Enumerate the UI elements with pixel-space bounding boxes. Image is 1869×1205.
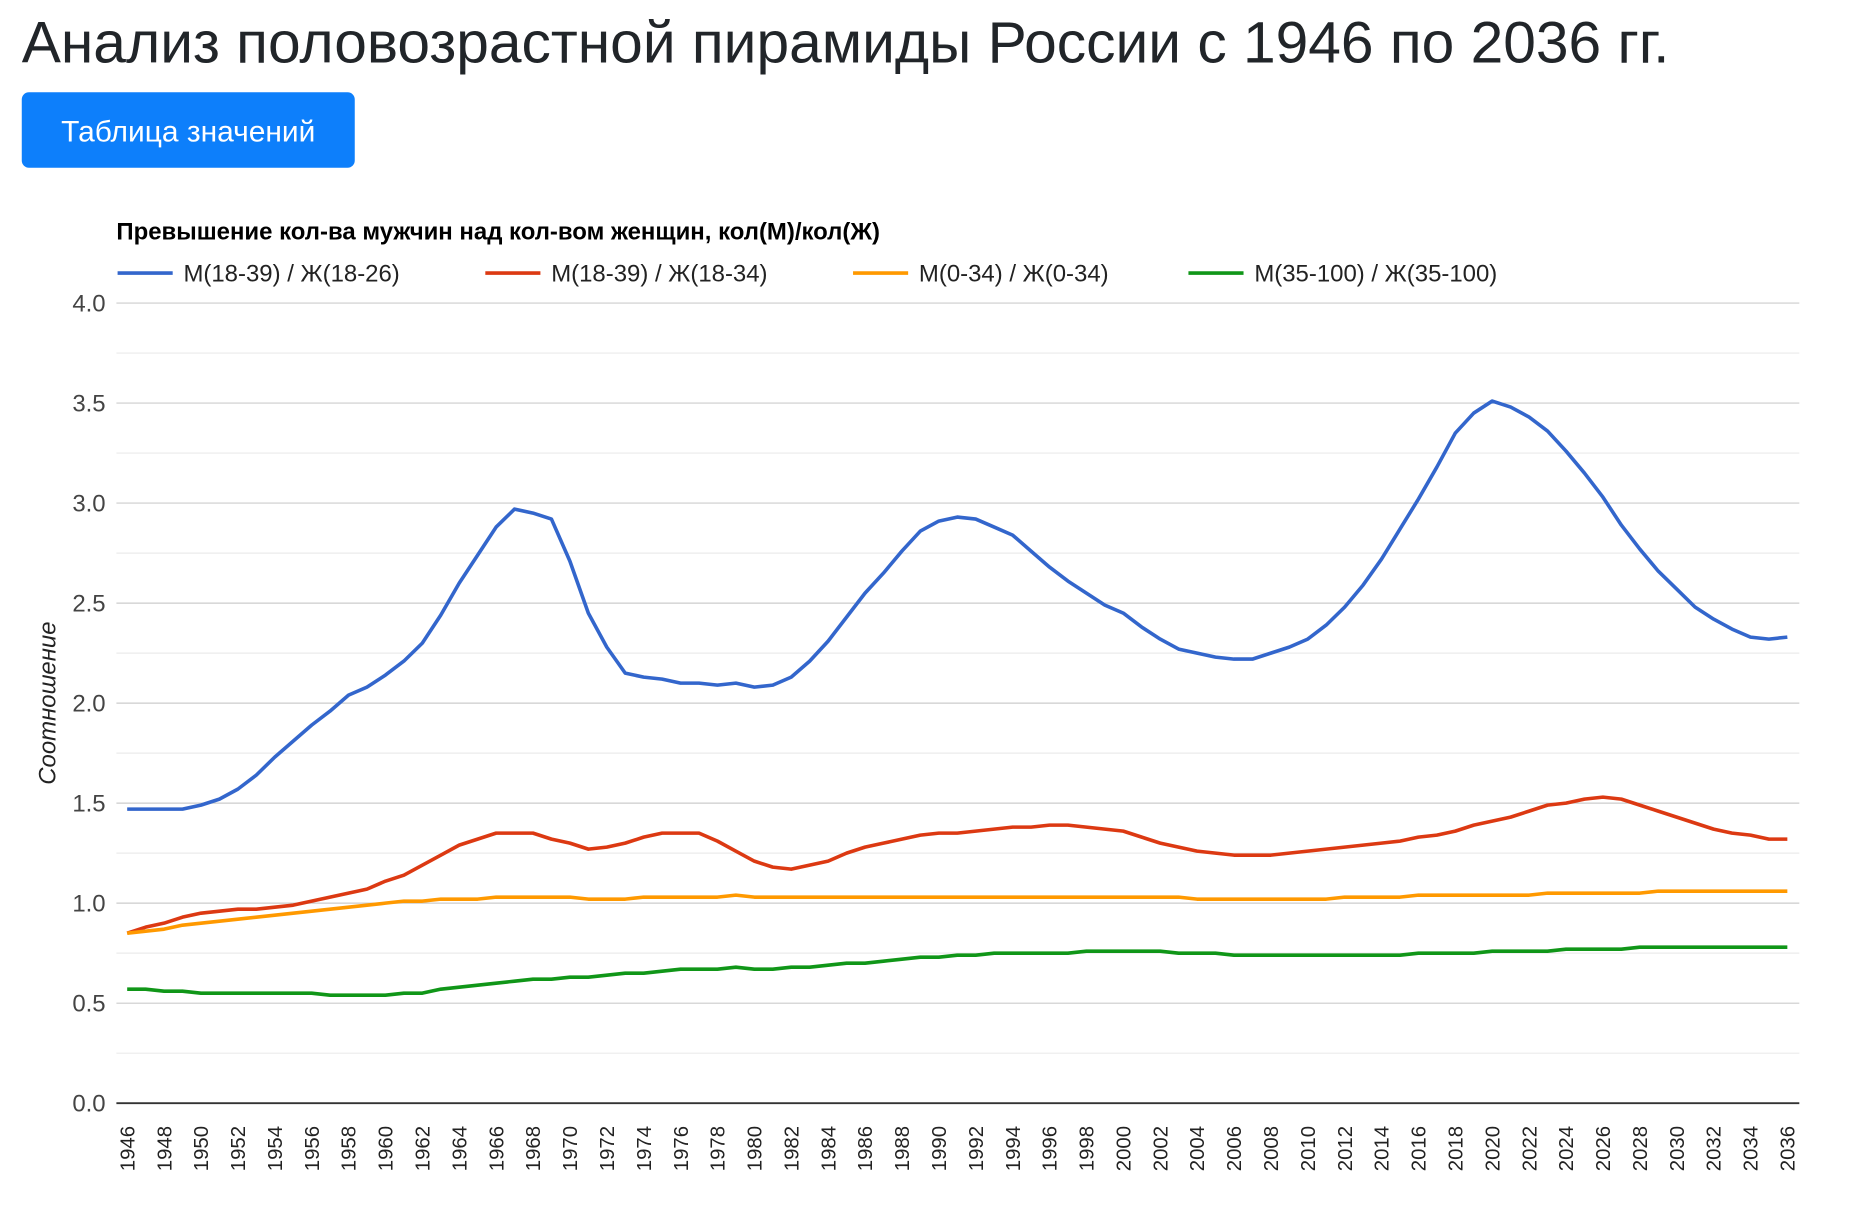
x-tick-label: 1978: [708, 1126, 730, 1171]
series-line: [126, 889, 1788, 935]
x-tick-label: 2022: [1519, 1126, 1541, 1171]
chart-title: Превышение кол-ва мужчин над кол-вом жен…: [116, 219, 880, 246]
y-tick-label: 3.5: [72, 390, 105, 417]
x-tick-label: 2016: [1409, 1126, 1431, 1171]
x-tick-label: 1946: [117, 1126, 139, 1171]
x-tick-label: 1992: [966, 1126, 988, 1171]
series-line: [127, 945, 1788, 997]
y-tick-label: 4.0: [72, 290, 105, 317]
x-tick-label: 1960: [376, 1126, 398, 1171]
legend-label: М(0-34) / Ж(0-34): [919, 260, 1109, 287]
x-tick-label: 1982: [781, 1126, 803, 1171]
x-tick-label: 1988: [892, 1126, 914, 1171]
x-tick-label: 2012: [1335, 1126, 1357, 1171]
x-tick-label: 1984: [818, 1126, 840, 1171]
x-tick-label: 1972: [597, 1126, 619, 1171]
y-tick-label: 1.5: [72, 791, 105, 818]
x-tick-label: 1958: [339, 1126, 361, 1171]
x-tick-label: 2008: [1261, 1126, 1283, 1171]
y-tick-label: 2.0: [72, 691, 105, 718]
x-tick-label: 1998: [1077, 1126, 1099, 1171]
y-axis-label: Соотношение: [34, 621, 61, 784]
x-tick-label: 1990: [929, 1126, 951, 1171]
x-tick-label: 1948: [154, 1126, 176, 1171]
x-tick-label: 1964: [449, 1126, 471, 1171]
x-tick-label: 2028: [1630, 1126, 1652, 1171]
x-tick-label: 2024: [1556, 1126, 1578, 1171]
x-tick-label: 2032: [1704, 1126, 1726, 1171]
x-tick-label: 2010: [1298, 1126, 1320, 1171]
x-tick-label: 2034: [1741, 1126, 1763, 1171]
x-tick-label: 2030: [1667, 1126, 1689, 1171]
x-tick-label: 2000: [1113, 1126, 1135, 1171]
x-tick-label: 1974: [634, 1126, 656, 1171]
x-tick-label: 2020: [1482, 1126, 1504, 1171]
x-tick-label: 1962: [413, 1126, 435, 1171]
x-tick-label: 1966: [486, 1126, 508, 1171]
y-tick-label: 1.0: [72, 891, 105, 918]
x-tick-label: 2018: [1445, 1126, 1467, 1171]
x-tick-label: 2026: [1593, 1126, 1615, 1171]
x-tick-label: 1968: [523, 1126, 545, 1171]
x-tick-label: 1994: [1003, 1126, 1025, 1171]
y-tick-label: 2.5: [72, 590, 105, 617]
button-label[interactable]: Таблица значений: [61, 115, 315, 148]
x-tick-label: 1970: [560, 1126, 582, 1171]
x-tick-label: 2002: [1150, 1126, 1172, 1171]
x-tick-label: 1996: [1040, 1126, 1062, 1171]
x-tick-label: 1976: [671, 1126, 693, 1171]
x-tick-label: 1956: [302, 1126, 324, 1171]
x-tick-label: 1986: [855, 1126, 877, 1171]
y-tick-label: 0.5: [72, 991, 105, 1018]
y-tick-label: 0.0: [72, 1091, 105, 1118]
x-tick-label: 1980: [745, 1126, 767, 1171]
table-button[interactable]: Таблица значений: [21, 92, 355, 168]
x-tick-label: 1954: [265, 1126, 287, 1171]
x-tick-label: 1952: [228, 1126, 250, 1171]
legend-label: М(18-39) / Ж(18-26): [183, 260, 399, 287]
x-tick-label: 1950: [191, 1126, 213, 1171]
x-tick-label: 2014: [1372, 1126, 1394, 1171]
legend-label: М(35-100) / Ж(35-100): [1254, 260, 1497, 287]
page-title: Анализ половозрастной пирамиды России с …: [22, 10, 1670, 75]
y-tick-label: 3.0: [72, 490, 105, 517]
x-tick-label: 2006: [1224, 1126, 1246, 1171]
x-tick-label: 2004: [1187, 1126, 1209, 1171]
x-tick-label: 2036: [1778, 1126, 1800, 1171]
legend-label: М(18-39) / Ж(18-34): [551, 260, 767, 287]
series-line: [126, 795, 1788, 935]
series-line: [127, 399, 1788, 811]
button-background[interactable]: [21, 92, 355, 168]
